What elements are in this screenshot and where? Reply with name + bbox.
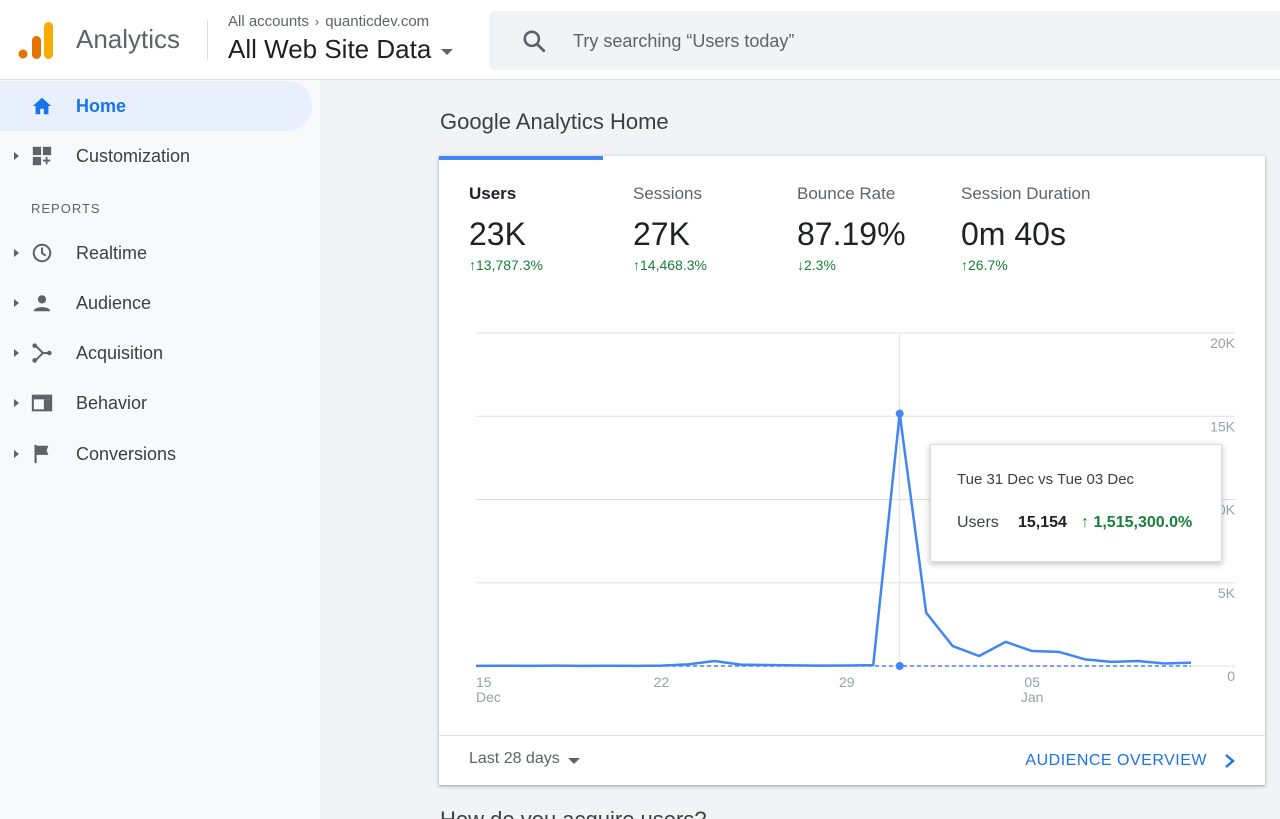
clock-icon: [32, 243, 52, 263]
sidebar-item-label: Customization: [76, 145, 191, 166]
tooltip-metric-name: Users: [957, 514, 999, 531]
y-tick-label: 15K: [1210, 418, 1236, 434]
card-footer: Last 28 days AUDIENCE OVERVIEW: [439, 735, 1265, 785]
expand-arrow-icon[interactable]: [14, 249, 19, 257]
search-box[interactable]: [489, 11, 1280, 70]
tooltip-change-value: 1,515,300.0%: [1093, 514, 1193, 531]
metric-change: ↓2.3%: [797, 257, 836, 273]
sidebar-item-label: Behavior: [76, 392, 148, 413]
x-tick-month-label: Jan: [1021, 689, 1044, 705]
reports-section-title: REPORTS: [31, 201, 101, 216]
metric-value: 23K: [469, 216, 526, 252]
series-line-users: [475, 412, 1192, 668]
x-tick-label: 05: [1024, 674, 1040, 690]
tooltip-change: ↑ 1,515,300.0%: [1081, 514, 1192, 532]
metric-tab-session-duration[interactable]: Session Duration 0m 40s ↑26.7%: [931, 156, 1095, 286]
metric-tabs: Users 23K ↑13,787.3% Sessions 27K ↑14,46…: [439, 156, 1265, 286]
metric-name: Sessions: [633, 184, 702, 203]
flag-icon: [34, 444, 49, 464]
account-crumb-name[interactable]: quanticdev.com: [325, 13, 430, 30]
expand-arrow-icon[interactable]: [14, 299, 19, 307]
metric-tab-bounce-rate[interactable]: Bounce Rate 87.19% ↓2.3%: [767, 156, 931, 286]
sidebar-item-acquisition[interactable]: Acquisition: [0, 328, 312, 378]
page-title: Google Analytics Home: [440, 109, 669, 134]
arrow-up-icon: ↑: [961, 257, 968, 273]
x-tick-label: 22: [654, 674, 670, 690]
overview-card: Users 23K ↑13,787.3% Sessions 27K ↑14,46…: [439, 156, 1265, 785]
tooltip-date: Tue 31 Dec vs Tue 03 Dec: [957, 471, 1135, 488]
home-icon: [32, 97, 52, 115]
data-point: [895, 662, 904, 670]
tooltip-metric-value: 15,154: [1018, 514, 1067, 531]
expand-arrow-icon[interactable]: [14, 152, 19, 160]
sidebar-item-realtime[interactable]: Realtime: [0, 228, 312, 278]
account-crumb-root[interactable]: All accounts: [228, 13, 309, 30]
person-icon: [33, 295, 51, 312]
metric-name: Users: [469, 184, 517, 203]
arrow-down-icon: ↓: [797, 257, 804, 273]
audience-overview-link[interactable]: AUDIENCE OVERVIEW: [1025, 752, 1207, 769]
sidebar-item-behavior[interactable]: Behavior: [0, 378, 312, 428]
metric-change-value: 26.7%: [968, 257, 1008, 273]
sidebar-item-audience[interactable]: Audience: [0, 278, 312, 328]
sidebar-item-label: Home: [76, 95, 127, 116]
metric-name: Bounce Rate: [797, 184, 896, 203]
metric-change: ↑13,787.3%: [469, 257, 543, 273]
caret-down-icon[interactable]: [441, 48, 454, 55]
sidebar-item-label: Acquisition: [76, 342, 164, 363]
sidebar-item-label: Conversions: [76, 443, 177, 464]
analytics-logo-icon[interactable]: [18, 22, 54, 60]
caret-down-icon[interactable]: [567, 758, 580, 764]
arrow-up-icon: ↑: [469, 257, 476, 273]
metric-change-value: 14,468.3%: [640, 257, 707, 273]
view-name[interactable]: All Web Site Data: [228, 34, 432, 64]
data-point: [895, 409, 904, 418]
sidebar-item-customization[interactable]: Customization: [0, 131, 312, 181]
sidebar: Home Customization REPORTS Realtime Audi…: [0, 80, 320, 819]
metric-value: 0m 40s: [961, 216, 1066, 252]
x-tick-month-label: Dec: [476, 689, 501, 705]
view-selector[interactable]: All Web Site Data: [228, 34, 454, 65]
chevron-right-icon: ›: [314, 14, 320, 29]
date-range-selector[interactable]: Last 28 days: [469, 750, 580, 768]
metric-tab-sessions[interactable]: Sessions 27K ↑14,468.3%: [603, 156, 767, 286]
expand-arrow-icon[interactable]: [14, 349, 19, 357]
expand-arrow-icon[interactable]: [14, 450, 19, 458]
sidebar-item-label: Audience: [76, 292, 152, 313]
chart-tooltip: Tue 31 Dec vs Tue 03 Dec Users 15,154 ↑ …: [930, 444, 1222, 562]
metric-value: 27K: [633, 216, 690, 252]
top-bar: Analytics All accounts › quanticdev.com …: [0, 0, 1280, 80]
metric-tab-users[interactable]: Users 23K ↑13,787.3%: [439, 156, 603, 286]
x-tick-label: 29: [839, 674, 855, 690]
sidebar-item-label: Realtime: [76, 242, 148, 263]
search-input[interactable]: [573, 29, 1173, 53]
account-breadcrumb[interactable]: All accounts › quanticdev.com: [228, 13, 429, 30]
metric-change-value: 2.3%: [804, 257, 836, 273]
header-divider: [207, 20, 208, 60]
metric-value: 87.19%: [797, 216, 906, 252]
metric-change: ↑26.7%: [961, 257, 1008, 273]
metric-change-value: 13,787.3%: [476, 257, 543, 273]
app-name: Analytics: [76, 24, 181, 54]
section-title-acquire: How do you acquire users?: [440, 807, 707, 819]
y-tick-label: 0: [1227, 668, 1235, 684]
arrow-up-icon: ↑: [1081, 514, 1094, 531]
sidebar-item-home[interactable]: Home: [0, 81, 312, 131]
expand-arrow-icon[interactable]: [14, 399, 19, 407]
acquisition-icon: [32, 343, 52, 363]
arrow-up-icon: ↑: [633, 257, 640, 273]
metric-name: Session Duration: [961, 184, 1091, 203]
date-range-label[interactable]: Last 28 days: [469, 750, 560, 767]
y-tick-label: 20K: [1210, 335, 1236, 351]
behavior-icon: [31, 394, 53, 412]
sidebar-item-conversions[interactable]: Conversions: [0, 429, 312, 479]
search-icon[interactable]: [521, 28, 547, 54]
chevron-right-icon[interactable]: [1223, 753, 1237, 769]
y-tick-label: 5K: [1218, 585, 1236, 601]
dashboard-icon: [32, 146, 52, 166]
metric-change: ↑14,468.3%: [633, 257, 707, 273]
x-tick-label: 15: [476, 674, 492, 690]
